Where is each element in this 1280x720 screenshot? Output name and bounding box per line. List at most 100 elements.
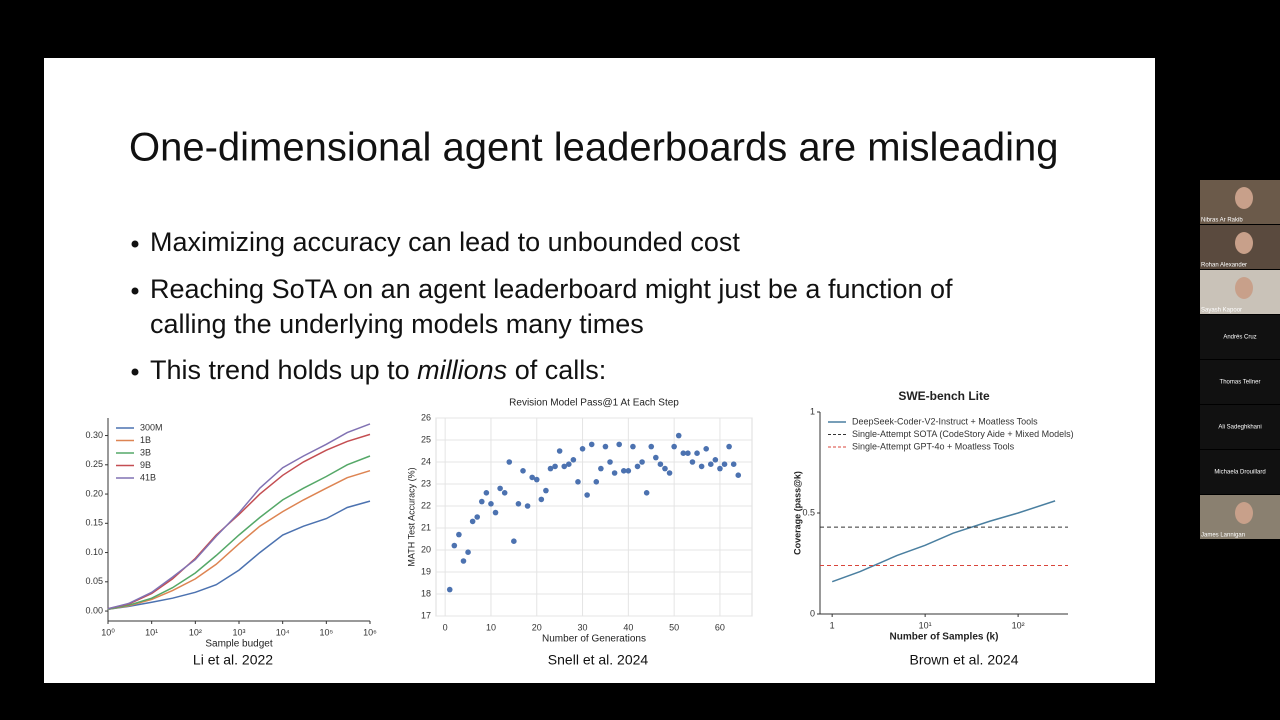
scatter-point [483,490,490,496]
x-tick-label: 30 [578,622,588,632]
x-tick-label: 50 [669,622,679,632]
participant-face [1235,502,1253,524]
scatter-point [721,461,728,468]
bullet-dot [131,287,139,295]
y-tick-label: 0.00 [85,605,103,615]
series-line [831,500,1056,583]
series-line [107,433,371,610]
x-tick-label: 10⁶ [363,627,377,637]
scatter-point [501,490,508,496]
scatter-point [566,461,572,468]
bullet: calling the underlying models many times [150,309,644,339]
video-tile[interactable] [1200,405,1280,449]
x-tick-label: 10³ [232,627,245,637]
y-axis-label: MATH Test Accuracy (%) [406,467,416,566]
x-axis-label: Number of Samples (k) [890,632,999,643]
video-tile[interactable] [1200,315,1280,359]
participant-face [1235,187,1253,209]
scatter-point [511,538,517,544]
legend-label: 41B [140,472,156,482]
participant-face [1235,277,1253,299]
participant-name: Nibras Ar Rakib [1201,218,1243,224]
scatter-point [543,487,549,494]
y-tick-label: 0.10 [85,547,103,557]
scatter-point [717,465,723,472]
scatter-point [648,443,655,450]
scatter-point [469,518,476,525]
bullet: Reaching SoTA on an agent leaderboard mi… [150,274,953,304]
participant-face [1235,232,1253,254]
scatter-point [634,463,641,470]
scatter-point [666,470,673,476]
legend-label: Single-Attempt SOTA (CodeStory Aide + Mi… [852,429,1074,439]
scatter-point [620,468,627,474]
chart-title: Revision Model Pass@1 At Each Step [509,398,679,409]
x-tick-label: 10⁰ [101,627,115,637]
x-tick-label: 60 [715,622,725,632]
caption: Brown et al. 2024 [910,652,1019,668]
scatter-point [561,463,568,470]
scatter-point [451,542,458,549]
y-tick-label: 24 [421,456,431,466]
scatter-point [625,468,632,474]
scatter-point [662,465,668,472]
y-tick-label: 0.5 [802,507,815,517]
slide-title: One-dimensional agent leaderboards are m… [129,126,1058,170]
scatter-point [730,461,737,468]
bullet-text: of calls: [507,355,606,385]
scatter-point [456,531,462,538]
scatter-point [446,586,453,593]
scatter-point [588,441,595,448]
scatter-point [570,457,577,463]
scatter-point [492,509,499,516]
scatter-point [735,472,742,479]
scatter-point [694,450,700,457]
scatter-point [465,549,471,555]
x-tick-label: 10¹ [919,620,932,630]
participant-name: Rohan Alexander [1201,263,1247,269]
scatter-point [707,461,714,468]
y-tick-label: 22 [421,500,431,510]
scatter-point [616,441,622,448]
video-tile[interactable] [1200,450,1280,494]
scatter-point [552,463,558,470]
y-tick-label: 0.15 [85,518,103,528]
scatter-point [630,443,636,450]
y-tick-label: 18 [421,588,431,598]
bullet-text: This trend holds up to [150,355,417,385]
scatter-point [460,558,467,564]
scatter-point [529,474,535,481]
y-tick-label: 19 [421,566,431,576]
caption: Snell et al. 2024 [548,652,649,668]
series-line [107,469,371,611]
video-tile[interactable] [1200,360,1280,404]
bullet: Maximizing accuracy can lead to unbounde… [150,227,740,257]
series-line [107,423,371,610]
y-axis-label: Coverage (pass@k) [792,471,802,555]
y-tick-label: 23 [421,478,431,488]
legend-label: DeepSeek-Coder-V2-Instruct + Moatless To… [852,416,1038,426]
y-tick-label: 0.20 [85,488,103,498]
y-tick-label: 0.25 [85,459,103,469]
x-tick-label: 10⁵ [319,627,333,637]
chart-title: SWE-bench Lite [898,389,990,403]
bullet-dot [131,368,139,376]
y-tick-label: 17 [421,610,431,620]
y-tick-label: 20 [421,544,431,554]
y-tick-label: 25 [421,434,431,444]
participant-name: Ali Sadeghkhani [1218,425,1261,431]
scatter-point [520,468,526,474]
legend-label: Single-Attempt GPT-4o + Moatless Tools [852,441,1015,451]
scatter-point [653,454,659,461]
scatter-point [639,459,645,465]
x-tick-label: 10 [486,622,496,632]
x-tick-label: 0 [443,622,448,632]
scatter-point [547,465,554,472]
scatter-point [538,496,545,503]
bullet-dot [131,240,139,248]
scatter-point [478,498,485,505]
participant-name: Sayash Kapoor [1201,308,1242,314]
scatter-point [524,503,531,509]
scatter-point [611,470,618,476]
